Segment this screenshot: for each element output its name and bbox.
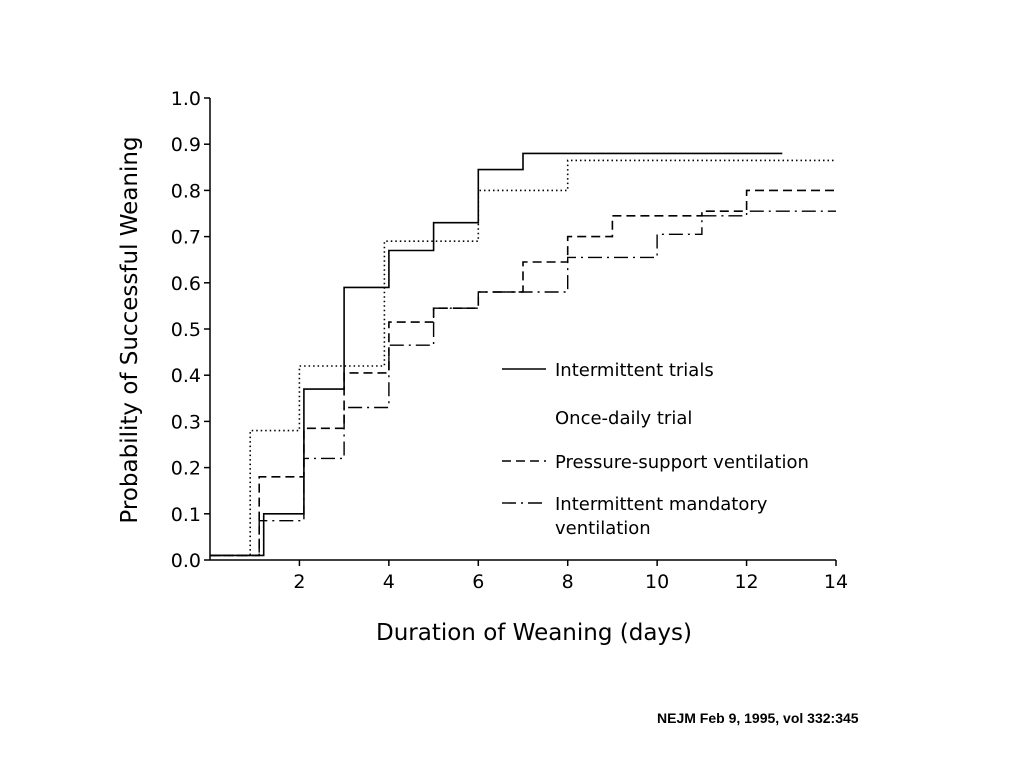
y-tick-label: 1.0: [171, 88, 201, 110]
ticks-layer: 0.0 0.1 0.2 0.3 0.4 0.5 0.6 0.7 0.8 0.9 1.0 2 4 6 8 10 1…: [171, 88, 848, 593]
y-tick-label: 0.7: [171, 227, 201, 249]
y-tick-label: 0.3: [171, 411, 201, 433]
x-tick-label: 14: [824, 571, 848, 593]
y-tick-label: 0.0: [171, 550, 201, 572]
x-tick-label: 8: [562, 571, 574, 593]
legend-label: Pressure-support ventilation: [555, 452, 809, 473]
y-tick-label: 0.5: [171, 319, 201, 341]
x-tick-label: 6: [472, 571, 484, 593]
y-tick-label: 0.4: [171, 365, 201, 387]
x-tick-label: 10: [645, 571, 669, 593]
series-once-daily-trial: [210, 159, 836, 557]
x-axis-title: Duration of Weaning (days): [376, 620, 692, 646]
y-tick-label: 0.2: [171, 458, 201, 480]
legend: Intermittent trials Once-daily trial Press…: [502, 360, 809, 539]
legend-label: Intermittent mandatory: [555, 494, 768, 515]
series-intermittent-trials: [210, 152, 783, 557]
y-tick-label: 0.6: [171, 273, 201, 295]
y-tick-label: 0.8: [171, 180, 201, 202]
y-axis-title: Probability of Successful Weaning: [117, 136, 143, 523]
y-tick-label: 0.9: [171, 134, 201, 156]
x-tick-label: 4: [383, 571, 395, 593]
citation: NEJM Feb 9, 1995, vol 332:345: [657, 710, 859, 726]
x-tick-label: 12: [734, 571, 758, 593]
legend-label: Intermittent trials: [555, 360, 714, 381]
series-intermittent-mandatory-ventilation: [210, 210, 836, 557]
series-layer: [210, 152, 836, 557]
legend-label: ventilation: [555, 518, 651, 539]
y-tick-label: 0.1: [171, 504, 201, 526]
legend-label: Once-daily trial: [555, 408, 692, 429]
x-tick-label: 2: [293, 571, 305, 593]
